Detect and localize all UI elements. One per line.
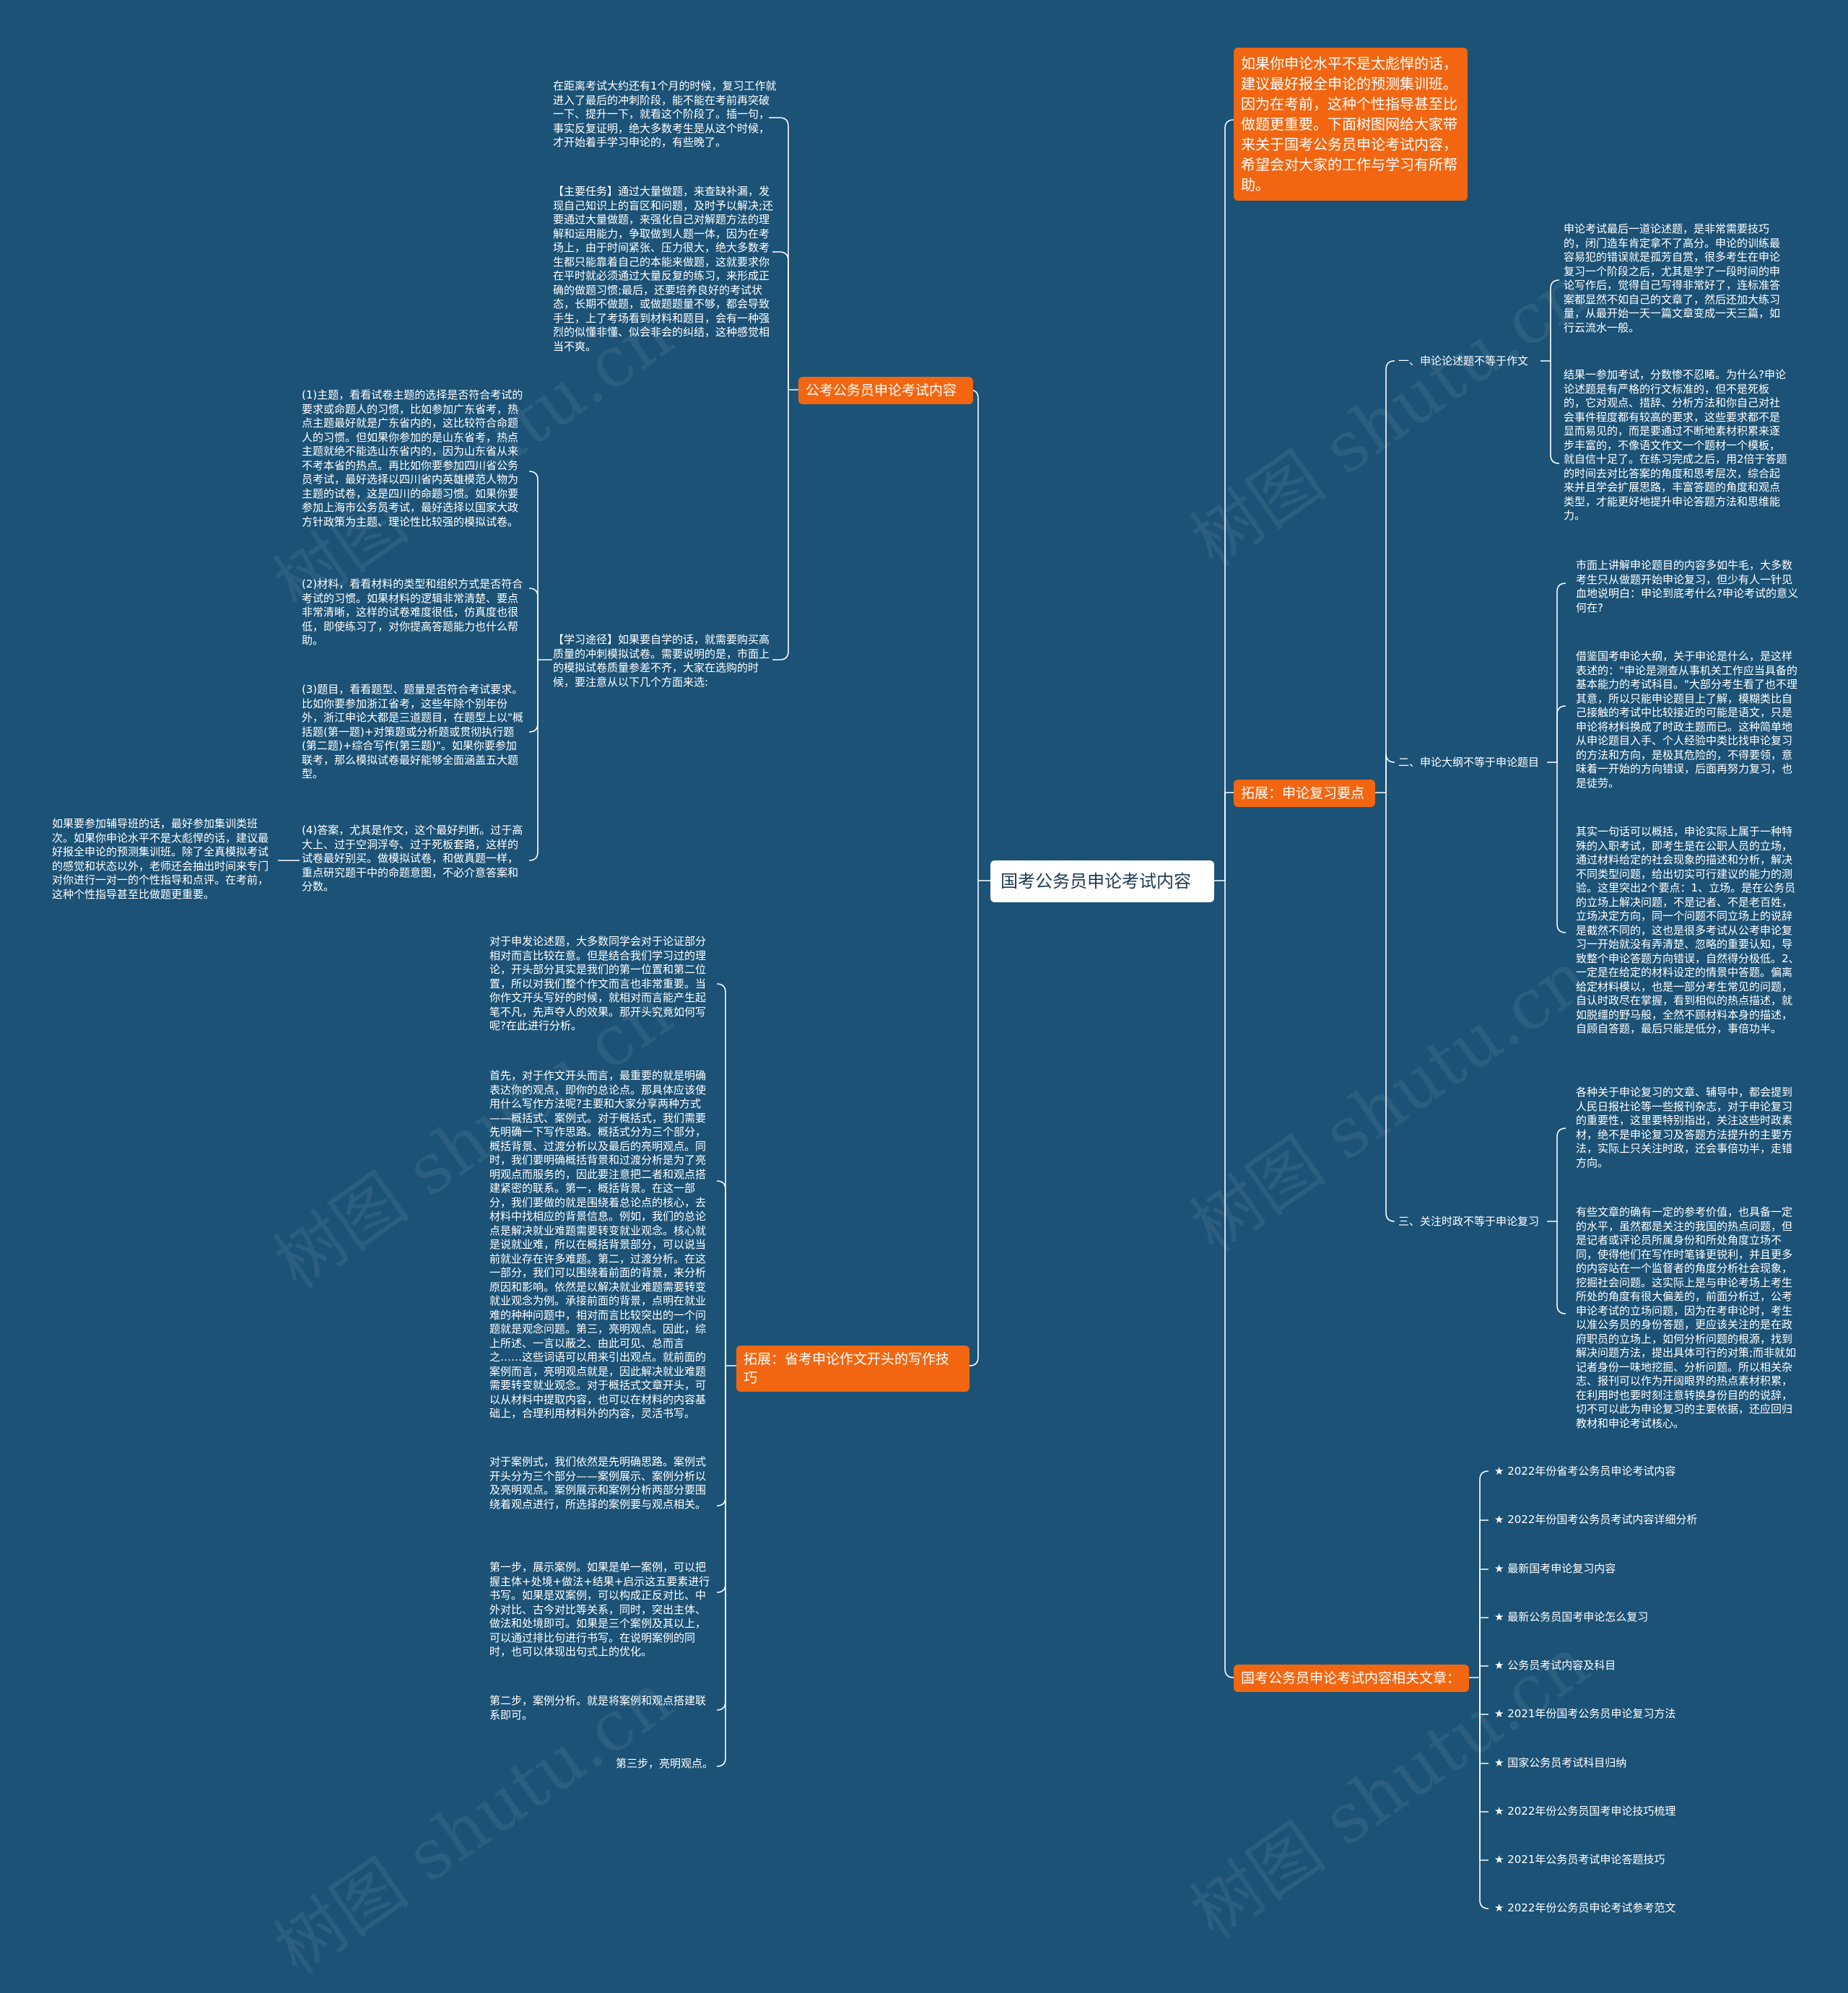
related-article-link[interactable]: ★ 2021年份国考公务员申论复习方法 xyxy=(1494,1707,1676,1720)
related-article-link[interactable]: ★ 2022年份公务员国考申论技巧梳理 xyxy=(1494,1805,1676,1818)
text-node: 结果一参加考试，分数惨不忍睹。为什么?申论论述题是有严格的行文标准的，但不是死板… xyxy=(1564,368,1787,522)
leaf-training-class: 如果要参加辅导班的话，最好参加集训类班次。如果你申论水平不是太彪悍的话，建议最好… xyxy=(52,817,269,901)
text-node: 市面上讲解申论题目的内容多如牛毛，大多数考生只从做题开始申论复习，但少有人一针见… xyxy=(1576,559,1798,614)
branch-review-points[interactable]: 拓展：申论复习要点 xyxy=(1234,780,1375,807)
related-article-link[interactable]: ★ 最新公务员国考申论怎么复习 xyxy=(1494,1610,1649,1623)
related-article-link[interactable]: ★ 2022年份公务员申论考试参考范文 xyxy=(1494,1901,1676,1914)
related-article-link[interactable]: ★ 2021年公务员考试申论答题技巧 xyxy=(1494,1853,1665,1866)
subitem-answers: (4)答案，尤其是作文，这个最好判断。过于高大上、过于空洞浮夸、过于死板套路，这… xyxy=(302,824,523,893)
subitem-questions: (3)题目，看看题型、题量是否符合考试要求。比如你要参加浙江省考，这些年除个别年… xyxy=(302,683,523,780)
text-node: 在距离考试大约还有1个月的时候，复习工作就进入了最后的冲刺阶段，能不能在考前再突… xyxy=(553,79,777,149)
group-label: 三、关注时政不等于申论复习 xyxy=(1398,1215,1540,1228)
text-node: 其实一句话可以概括，申论实际上属于一种特殊的入职考试，即考生是在公职人员的立场，… xyxy=(1576,825,1800,1035)
text-node: 第三步，亮明观点。 xyxy=(615,1757,713,1770)
related-article-link[interactable]: ★ 2022年份省考公务员申论考试内容 xyxy=(1494,1465,1676,1478)
group-label: 二、申论大纲不等于申论题目 xyxy=(1398,756,1540,769)
subitem-theme: (1)主题，看看试卷主题的选择是否符合考试的要求或命题人的习惯，比如参加广东省考… xyxy=(302,388,523,528)
subitem-material: (2)材料，看看材料的类型和组织方式是否符合考试的习惯。如果材料的逻辑非常清楚、… xyxy=(302,577,523,647)
related-article-link[interactable]: ★ 公务员考试内容及科目 xyxy=(1494,1659,1616,1672)
text-node: 借鉴国考申论大纲，关于申论是什么，是这样表述的："申论是测查从事机关工作应当具备… xyxy=(1576,650,1797,790)
group-label: 一、申论论述题不等于作文 xyxy=(1398,354,1529,367)
related-article-link[interactable]: ★ 国家公务员考试科目归纳 xyxy=(1494,1756,1627,1769)
text-node: 对于申发论述题，大多数同学会对于论证部分相对而言比较在意。但是结合我们学习过的理… xyxy=(489,935,707,1032)
related-article-link[interactable]: ★ 2022年份国考公务员考试内容详细分析 xyxy=(1494,1513,1698,1526)
text-node: 有些文章的确有一定的参考价值，也具备一定的水平，虽然都是关注的我国的热点问题，但… xyxy=(1576,1205,1797,1430)
related-article-link[interactable]: ★ 最新国考申论复习内容 xyxy=(1494,1562,1616,1575)
text-node: 【主要任务】通过大量做题，来查缺补漏，发现自己知识上的盲区和问题，及时予以解决;… xyxy=(553,185,774,353)
intro-node[interactable]: 如果你申论水平不是太彪悍的话，建议最好报全申论的预测集训班。因为在考前，这种个性… xyxy=(1234,48,1468,201)
text-node: 第二步，案例分析。就是将案例和观点搭建联系即可。 xyxy=(489,1694,707,1722)
text-node: 首先，对于作文开头而言，最重要的就是明确表达你的观点，即你的总论点。那具体应该使… xyxy=(489,1069,707,1420)
central-topic[interactable]: 国考公务员申论考试内容 xyxy=(990,860,1214,902)
text-node: 第一步，展示案例。如果是单一案例，可以把握主体+处境+做法+结果+启示这五要素进… xyxy=(489,1561,710,1658)
branch-related-articles[interactable]: 国考公务员申论考试内容相关文章： xyxy=(1234,1665,1469,1692)
text-node: 【学习途径】如果要自学的话，就需要购买高质量的冲刺模拟试卷。需要说明的是，市面上… xyxy=(553,633,770,689)
text-node: 各种关于申论复习的文章、辅导中，都会提到人民日报社论等一些报刊杂志，对于申论复习… xyxy=(1576,1086,1793,1169)
text-node: 对于案例式，我们依然是先明确思路。案例式开头分为三个部分——案例展示、案例分析以… xyxy=(489,1455,707,1511)
branch-exam-content[interactable]: 公考公务员申论考试内容 xyxy=(798,377,973,404)
text-node: 申论考试最后一道论述题，是非常需要技巧的，闭门造车肯定拿不了高分。申论的训练最容… xyxy=(1564,222,1781,334)
branch-essay-opening[interactable]: 拓展：省考申论作文开头的写作技巧 xyxy=(736,1346,969,1392)
